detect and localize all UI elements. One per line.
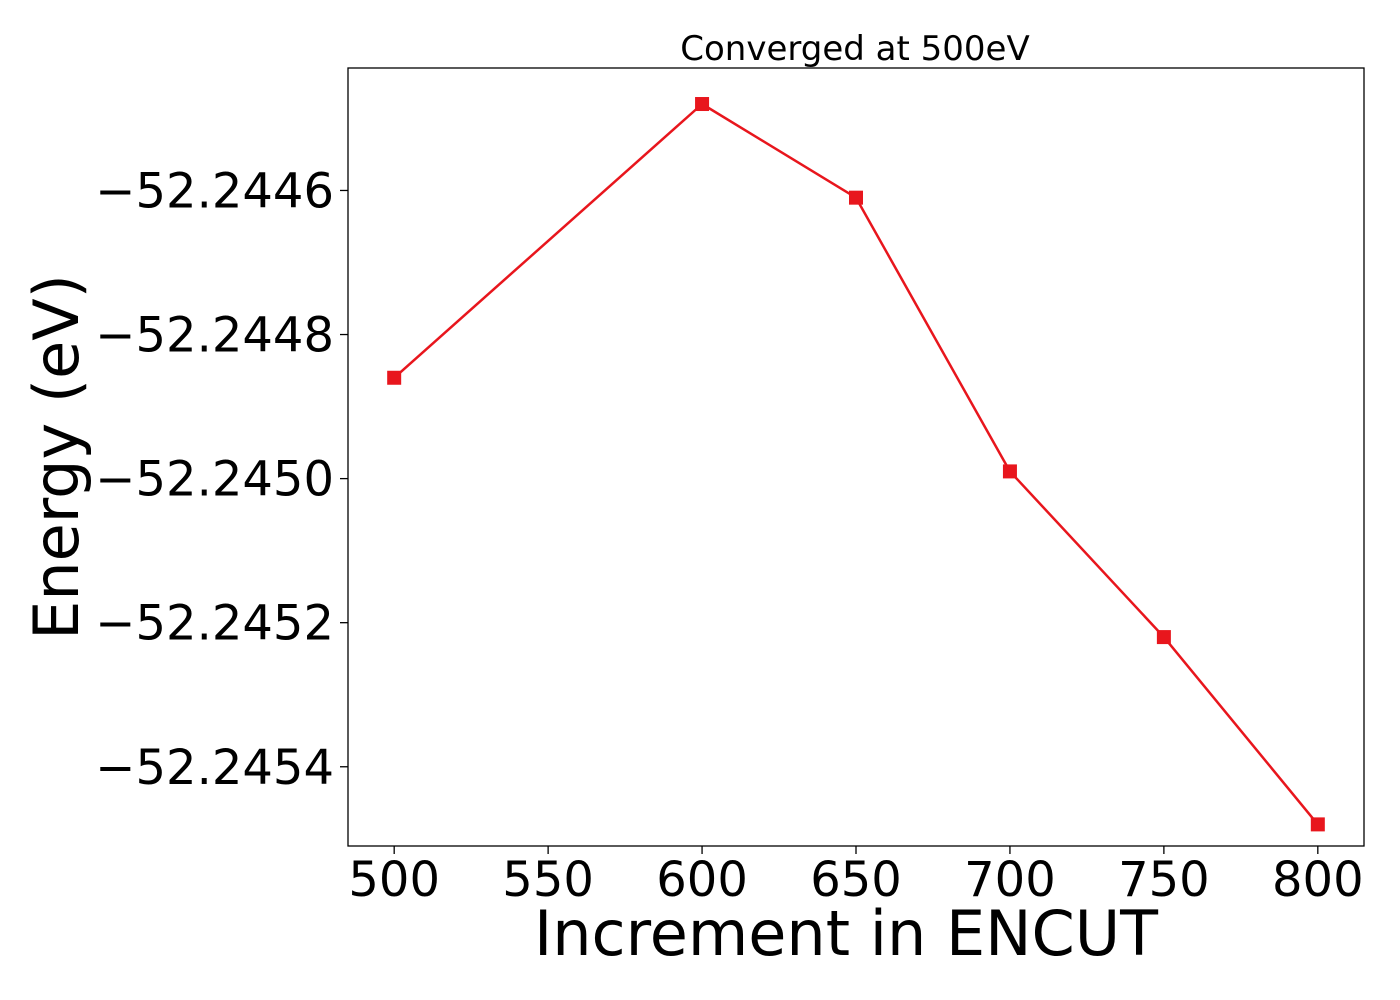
y-tick-label: −52.2454	[95, 740, 334, 796]
x-tick-label: 500	[348, 852, 440, 908]
x-tick-label: 750	[1118, 852, 1210, 908]
x-tick-label: 700	[964, 852, 1056, 908]
plot-area-frame	[347, 67, 1365, 847]
x-tick-label: 650	[810, 852, 902, 908]
data-point-marker	[1002, 464, 1017, 479]
series-line	[393, 102, 1319, 826]
x-tick-label: 600	[656, 852, 748, 908]
data-point-marker	[695, 97, 710, 112]
y-tick-label: −52.2448	[95, 308, 334, 364]
chart-title: Converged at 500eV	[680, 29, 1029, 69]
y-tick-label: −52.2452	[95, 596, 334, 652]
y-axis-title: Energy (eV)	[20, 274, 93, 640]
y-tick-label: −52.2446	[95, 163, 334, 219]
data-point-marker	[1156, 630, 1171, 645]
data-point-marker	[1310, 817, 1325, 832]
x-tick-label: 550	[502, 852, 594, 908]
y-tick-label: −52.2450	[95, 452, 334, 508]
data-point-marker	[387, 370, 402, 385]
series-layer	[387, 97, 1325, 832]
x-axis-title: Increment in ENCUT	[534, 897, 1159, 970]
data-point-marker	[849, 190, 863, 205]
y-axis-ticks: −52.2446 −52.2448 −52.2450 −52.2452 −52.2454	[95, 163, 348, 796]
x-axis-ticks: 500 550 600 650 700 750 800	[348, 846, 1364, 908]
x-tick-label: 800	[1272, 852, 1364, 908]
